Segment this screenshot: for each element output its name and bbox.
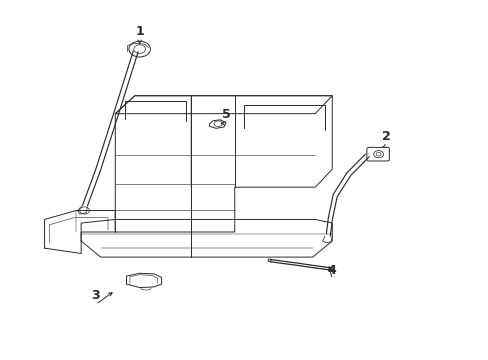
Text: 4: 4 <box>327 264 336 277</box>
Text: 5: 5 <box>221 108 230 121</box>
Text: 2: 2 <box>381 130 389 144</box>
Text: 1: 1 <box>135 25 144 38</box>
Text: 3: 3 <box>91 289 100 302</box>
